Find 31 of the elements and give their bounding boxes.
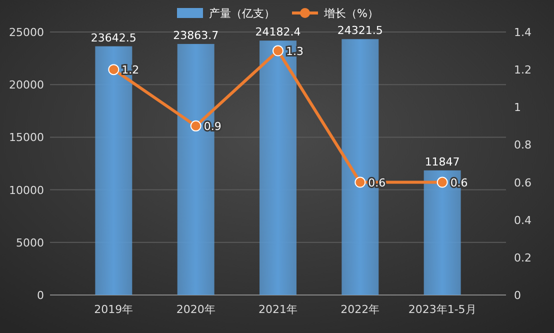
y-tick-label: 5000 — [16, 236, 44, 250]
point — [354, 176, 366, 188]
y2-tick-label: 1 — [514, 101, 521, 114]
y-tick-label: 20000 — [9, 78, 44, 92]
y2-tick-label: 0.2 — [514, 251, 532, 264]
x-tick-label: 2021年 — [258, 303, 298, 316]
point — [190, 120, 202, 132]
point — [272, 45, 284, 56]
point — [436, 176, 448, 188]
y2-tick-label: 0.6 — [514, 176, 532, 190]
x-tick-label: 2023年1-5月 — [408, 303, 476, 316]
y-tick-label: 0 — [37, 289, 44, 302]
x-tick-label: 2019年 — [94, 303, 134, 316]
data-label: 23642.5 — [90, 31, 136, 44]
y-tick-label: 25000 — [9, 26, 44, 39]
y-tick-label: 15000 — [9, 131, 44, 144]
x-tick-label: 2022年 — [340, 303, 380, 316]
data-label: 23863.7 — [173, 28, 219, 42]
legend-label: 产量（亿支） — [209, 7, 275, 20]
y2-tick-label: 0.8 — [514, 138, 532, 152]
legend-label: 增长（%） — [323, 7, 378, 20]
y2-tick-label: 0.4 — [514, 214, 532, 227]
data-label: 11847 — [424, 155, 460, 168]
data-label: 24182.4 — [255, 26, 301, 39]
y2-tick-label: 1.2 — [514, 64, 532, 77]
x-tick-label: 2020年 — [176, 303, 216, 316]
y2-tick-label: 1.4 — [514, 26, 532, 39]
data-label: 24321.5 — [337, 24, 383, 38]
y2-tick-label: 0 — [514, 289, 521, 302]
y-tick-label: 10000 — [9, 184, 44, 197]
point — [108, 64, 120, 76]
